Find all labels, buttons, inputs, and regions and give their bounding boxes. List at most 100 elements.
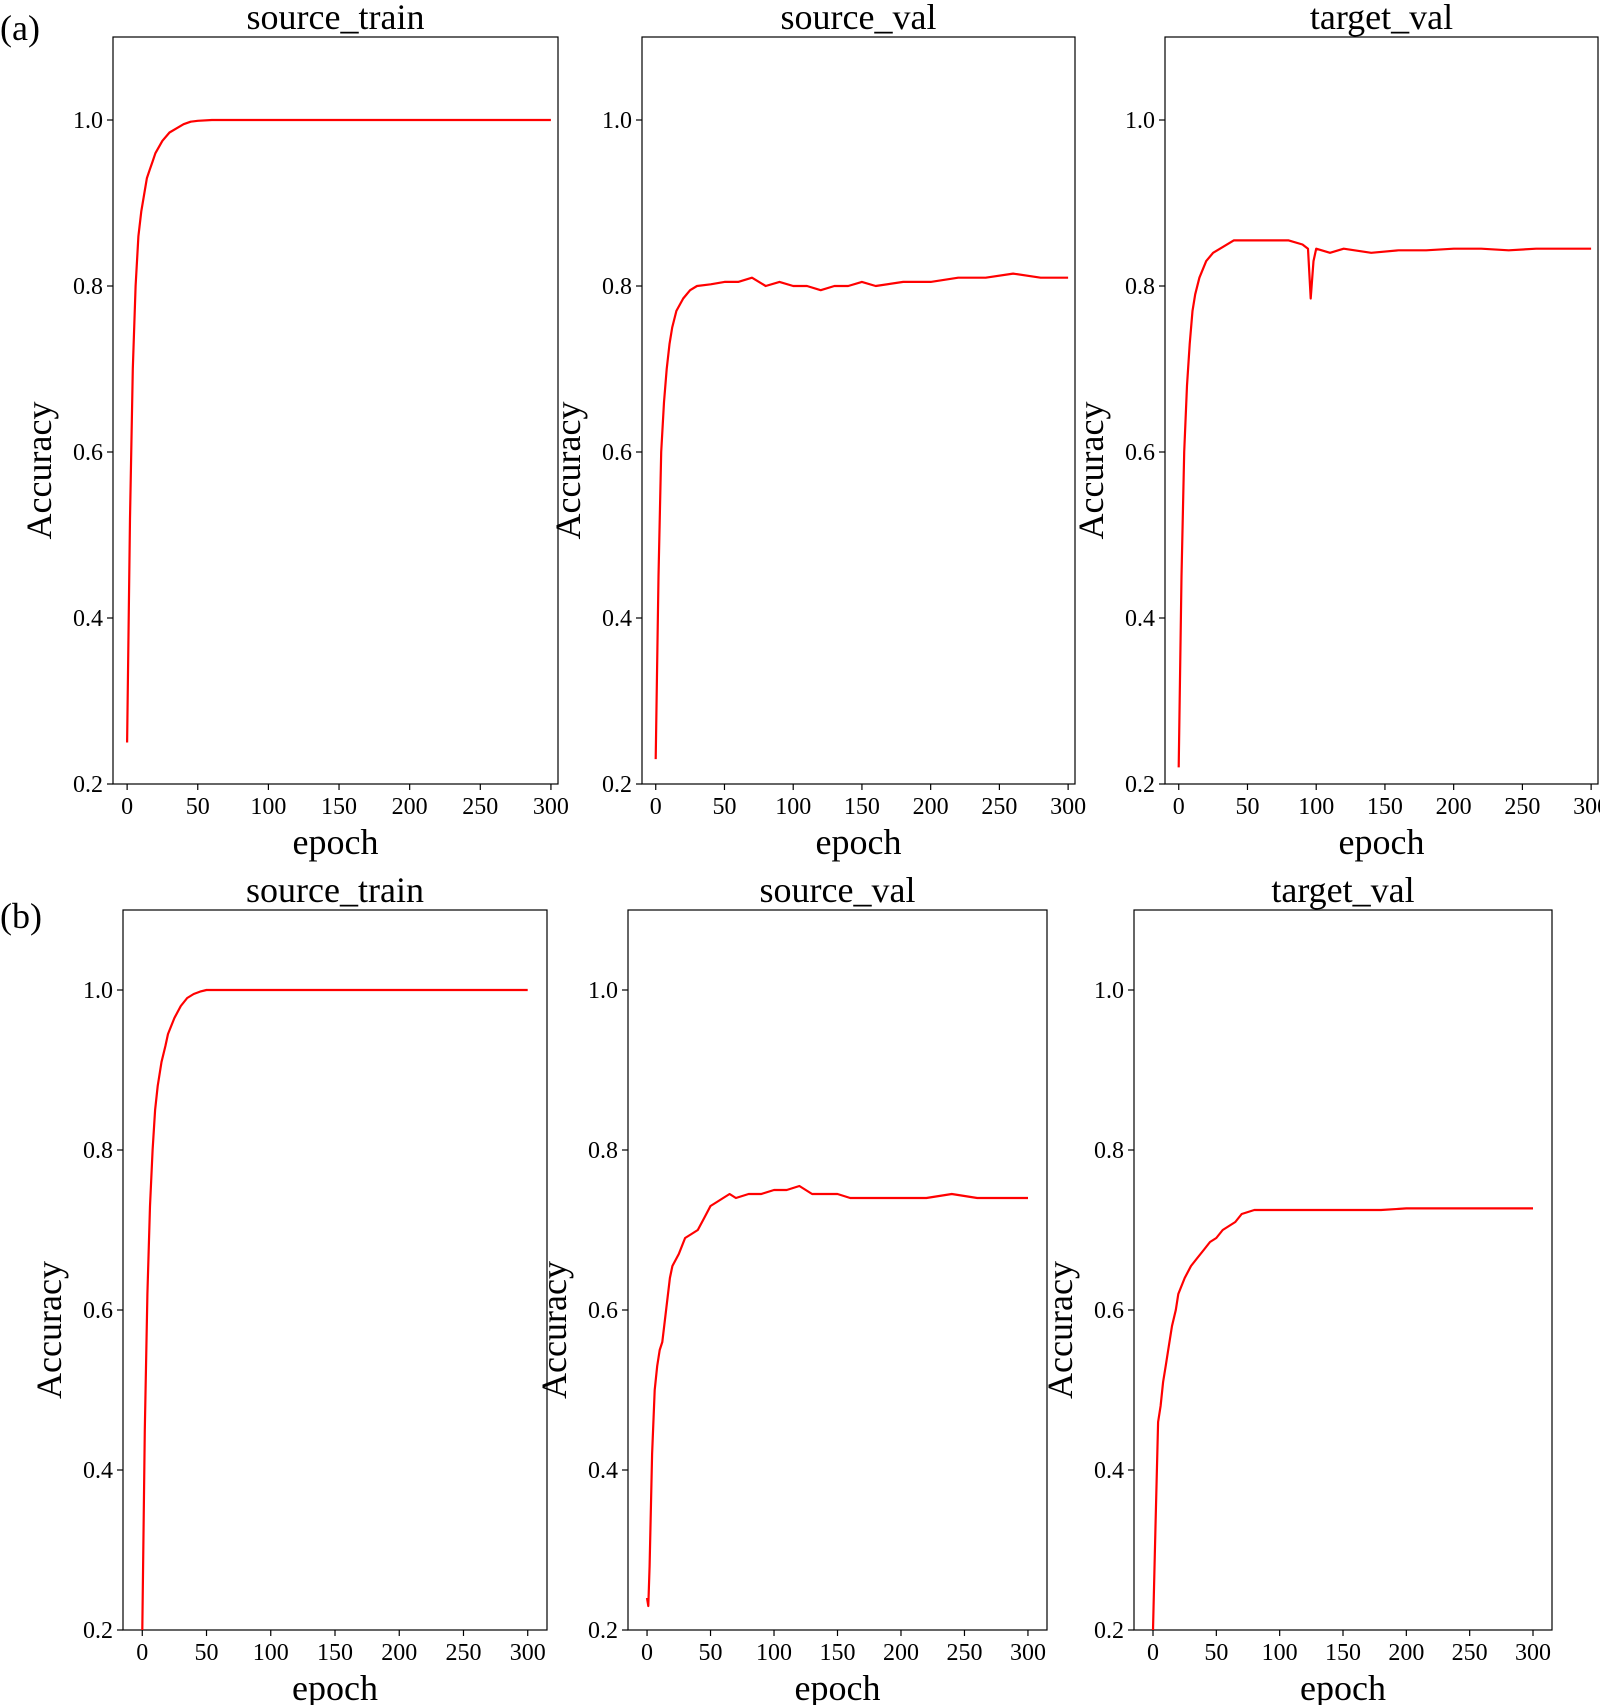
x-tick-label: 300 [1573, 794, 1600, 820]
x-tick-label: 200 [883, 1640, 919, 1666]
x-axis-label: epoch [292, 1668, 378, 1705]
x-tick-label: 0 [121, 794, 133, 820]
x-tick-label: 100 [253, 1640, 289, 1666]
y-tick-label: 0.4 [588, 1458, 618, 1484]
plot-frame [112, 36, 559, 785]
y-tick-label: 1.0 [1125, 108, 1155, 134]
x-tick-label: 300 [533, 794, 569, 820]
y-tick-label: 0.4 [1125, 606, 1155, 632]
y-tick-label: 0.8 [1094, 1138, 1124, 1164]
y-tick-label: 0.2 [1094, 1618, 1124, 1644]
chart-6: target_val 0 50 100 150 200 250 300 0.2 0.4 0.6 0.8… [1040, 870, 1553, 1705]
x-tick-label: 0 [1147, 1640, 1159, 1666]
x-tick-label: 150 [1367, 794, 1403, 820]
x-axis-label: epoch [293, 822, 379, 862]
series-line [1151, 1207, 1533, 1631]
series-line [1177, 239, 1592, 768]
series-line [126, 118, 551, 743]
plot-frame [641, 36, 1076, 785]
x-tick-label: 100 [1262, 1640, 1298, 1666]
plot-frame [122, 909, 548, 1631]
y-tick-label: 0.6 [1125, 440, 1155, 466]
x-tick-label: 200 [1436, 794, 1472, 820]
x-tick-label: 0 [136, 1640, 148, 1666]
chart-5: source_val 0 50 100 150 200 250 300 0.2 0.4 0.6 0.8… [534, 870, 1048, 1705]
chart-3: target_val 0 50 100 150 200 250 300 0.2 0.4 0.6 0.8… [1071, 0, 1600, 862]
y-tick-label: 0.8 [1125, 274, 1155, 300]
x-tick-label: 50 [712, 794, 736, 820]
y-tick-label: 0.4 [83, 1458, 113, 1484]
y-tick-label: 0.2 [588, 1618, 618, 1644]
x-tick-label: 0 [641, 1640, 653, 1666]
x-tick-label: 150 [1325, 1640, 1361, 1666]
x-tick-label: 100 [1298, 794, 1334, 820]
y-tick-label: 1.0 [602, 108, 632, 134]
y-axis-label: Accuracy [29, 1261, 69, 1399]
y-tick-label: 0.8 [588, 1138, 618, 1164]
x-tick-label: 200 [392, 794, 428, 820]
x-axis-label: epoch [1339, 822, 1425, 862]
x-tick-label: 150 [321, 794, 357, 820]
y-tick-label: 1.0 [1094, 978, 1124, 1004]
x-tick-label: 250 [462, 794, 498, 820]
x-axis-label: epoch [795, 1668, 881, 1705]
y-tick-label: 0.2 [73, 772, 103, 798]
panel-label-a: (a) [0, 8, 40, 48]
y-tick-label: 0.4 [1094, 1458, 1124, 1484]
x-tick-label: 250 [946, 1640, 982, 1666]
y-tick-label: 1.0 [73, 108, 103, 134]
plot-frame [1164, 36, 1599, 785]
x-tick-label: 250 [1504, 794, 1540, 820]
y-tick-label: 0.2 [1125, 772, 1155, 798]
x-tick-label: 50 [195, 1640, 219, 1666]
y-tick-label: 0.2 [83, 1618, 113, 1644]
x-tick-label: 100 [756, 1640, 792, 1666]
x-tick-label: 50 [1235, 794, 1259, 820]
x-tick-label: 300 [1050, 794, 1086, 820]
x-tick-label: 150 [820, 1640, 856, 1666]
y-tick-label: 0.8 [73, 274, 103, 300]
chart-grid: source_train 0 50 100 150 200 250 300 0.2 0.4 0.6 0… [19, 0, 1600, 1705]
y-tick-label: 0.4 [73, 606, 103, 632]
x-axis-label: epoch [816, 822, 902, 862]
y-tick-label: 0.8 [602, 274, 632, 300]
x-tick-label: 250 [445, 1640, 481, 1666]
chart-title: source_val [760, 870, 916, 910]
x-tick-label: 0 [650, 794, 662, 820]
plot-frame [627, 909, 1048, 1631]
y-tick-label: 0.8 [83, 1138, 113, 1164]
x-tick-label: 250 [1452, 1640, 1488, 1666]
y-tick-label: 0.4 [602, 606, 632, 632]
y-axis-label: Accuracy [19, 402, 59, 540]
chart-title: target_val [1271, 870, 1414, 910]
series-line [141, 988, 528, 1631]
x-tick-label: 300 [1515, 1640, 1551, 1666]
x-tick-label: 200 [381, 1640, 417, 1666]
x-tick-label: 300 [1010, 1640, 1046, 1666]
x-axis-label: epoch [1300, 1668, 1386, 1705]
x-tick-label: 150 [317, 1640, 353, 1666]
x-tick-label: 200 [913, 794, 949, 820]
series-line [645, 1184, 1028, 1608]
x-tick-label: 300 [510, 1640, 546, 1666]
x-tick-label: 50 [1204, 1640, 1228, 1666]
y-axis-label: Accuracy [534, 1261, 574, 1399]
panel-label-b: (b) [0, 896, 42, 936]
chart-title: source_val [781, 0, 937, 37]
chart-2: source_val 0 50 100 150 200 250 300 0.2 0.4 0.6 0.8… [548, 0, 1086, 862]
x-tick-label: 50 [186, 794, 210, 820]
y-tick-label: 0.6 [73, 440, 103, 466]
x-tick-label: 50 [699, 1640, 723, 1666]
chart-title: source_train [247, 0, 425, 37]
plot-frame [1133, 909, 1553, 1631]
x-tick-label: 250 [981, 794, 1017, 820]
x-tick-label: 200 [1388, 1640, 1424, 1666]
x-tick-label: 150 [844, 794, 880, 820]
chart-1: source_train 0 50 100 150 200 250 300 0.2 0.4 0.6 0… [19, 0, 569, 862]
x-tick-label: 100 [250, 794, 286, 820]
y-axis-label: Accuracy [1071, 402, 1111, 540]
series-line [654, 272, 1069, 760]
chart-title: source_train [246, 870, 424, 910]
y-tick-label: 0.6 [83, 1298, 113, 1324]
